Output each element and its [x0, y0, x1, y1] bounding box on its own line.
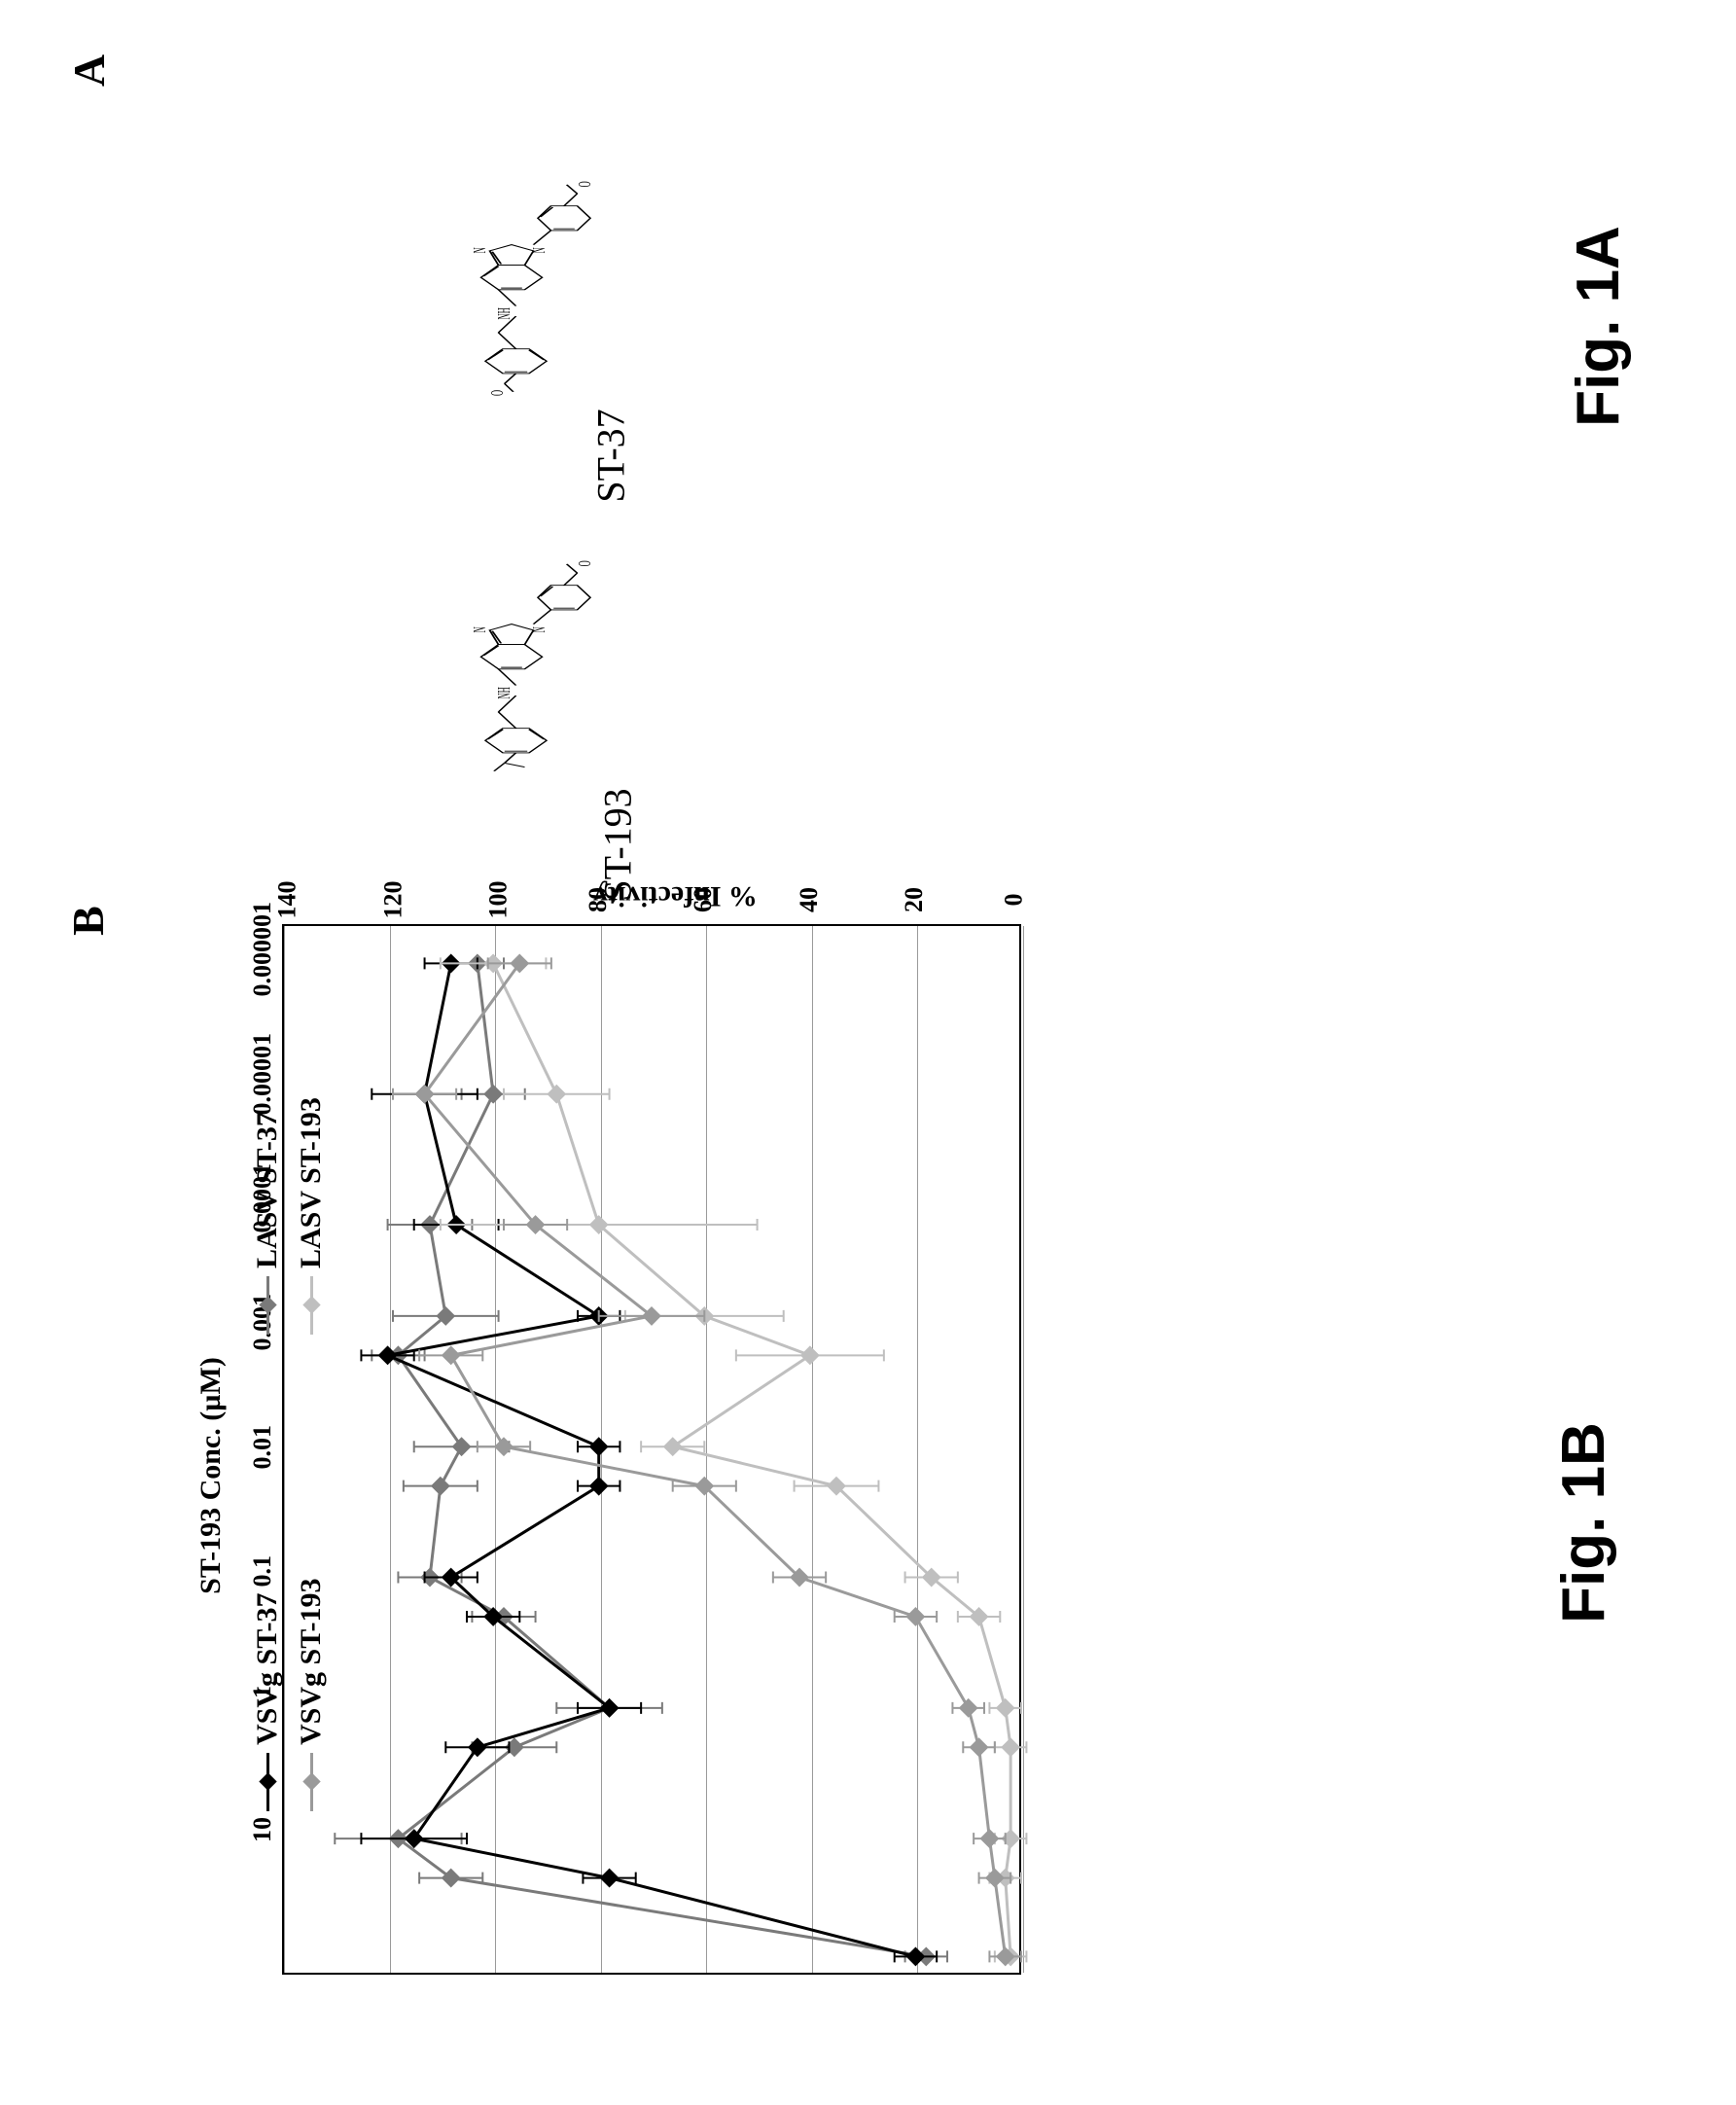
- chem-structure-st37: O NH N N O: [156, 68, 1031, 418]
- svg-text:NH: NH: [495, 307, 515, 319]
- chem-structure-st193: NH N N O: [156, 447, 1031, 798]
- series-line: [398, 963, 926, 1956]
- series-line: [388, 963, 916, 1956]
- series-marker: [589, 1438, 607, 1455]
- y-tick-label: 40: [795, 887, 824, 912]
- series-marker: [600, 1869, 618, 1886]
- series-marker: [452, 1438, 470, 1455]
- legend-text: VSVg ST-37: [251, 1593, 284, 1745]
- series-marker: [1002, 1738, 1019, 1756]
- series-marker: [495, 1438, 513, 1455]
- y-tick-label: 100: [484, 881, 514, 919]
- y-tick-label: 20: [900, 887, 929, 912]
- y-tick-label: 140: [273, 881, 302, 919]
- svg-text:N: N: [471, 247, 491, 253]
- series-marker: [980, 1830, 998, 1847]
- y-tick-label: 0: [1000, 894, 1029, 907]
- legend-text: LASV ST-193: [295, 1097, 328, 1268]
- series-line: [425, 963, 1006, 1956]
- figure-label-1b: Fig. 1B: [1549, 1422, 1618, 1623]
- legend-text: LASV ST-37: [251, 1112, 284, 1268]
- series-marker: [996, 1699, 1013, 1717]
- series-marker: [970, 1738, 987, 1756]
- svg-text:O: O: [576, 560, 596, 566]
- series-marker: [663, 1438, 681, 1455]
- svg-text:O: O: [576, 181, 596, 187]
- x-tick-label: 0.01: [248, 1425, 277, 1561]
- series-marker: [589, 1477, 607, 1494]
- series-marker: [548, 1086, 565, 1103]
- y-axis-label: % Infectivity: [593, 879, 758, 912]
- series-marker: [801, 1346, 819, 1364]
- series-marker: [906, 1608, 924, 1625]
- svg-text:N: N: [530, 626, 550, 632]
- x-tick-label: 0.000001: [248, 902, 277, 1038]
- panel-a: O NH N N O: [39, 39, 1060, 817]
- series-marker: [432, 1477, 449, 1494]
- legend-text: VSVg ST-193: [295, 1579, 328, 1745]
- legend-item: VSVg ST-37: [251, 1593, 284, 1811]
- svg-text:N: N: [471, 626, 491, 632]
- svg-text:O: O: [488, 390, 509, 396]
- series-marker: [442, 1346, 459, 1364]
- series-marker: [906, 1947, 924, 1965]
- legend-item: LASV ST-193: [295, 1097, 328, 1335]
- panel-b: 020406080100120140 0.0000010.000010.0001…: [39, 856, 1060, 2062]
- gridline: [1023, 926, 1024, 1973]
- svg-text:N: N: [530, 247, 550, 253]
- series-marker: [959, 1699, 976, 1717]
- x-tick-label: 10: [248, 1817, 277, 1953]
- series-marker: [469, 1738, 486, 1756]
- plot-svg: [282, 924, 1021, 1975]
- figure-label-1a: Fig. 1A: [1564, 226, 1633, 427]
- infectivity-chart: 020406080100120140 0.0000010.000010.0001…: [39, 856, 1060, 2062]
- series-marker: [484, 1086, 502, 1103]
- series-marker: [986, 1869, 1004, 1886]
- svg-text:NH: NH: [495, 687, 515, 698]
- y-tick-label: 120: [378, 881, 407, 919]
- legend-item: LASV ST-37: [251, 1112, 284, 1335]
- legend-item: VSVg ST-193: [295, 1579, 328, 1811]
- series-marker: [378, 1346, 396, 1364]
- x-axis-label: ST-193 Conc. (µM): [195, 1357, 228, 1594]
